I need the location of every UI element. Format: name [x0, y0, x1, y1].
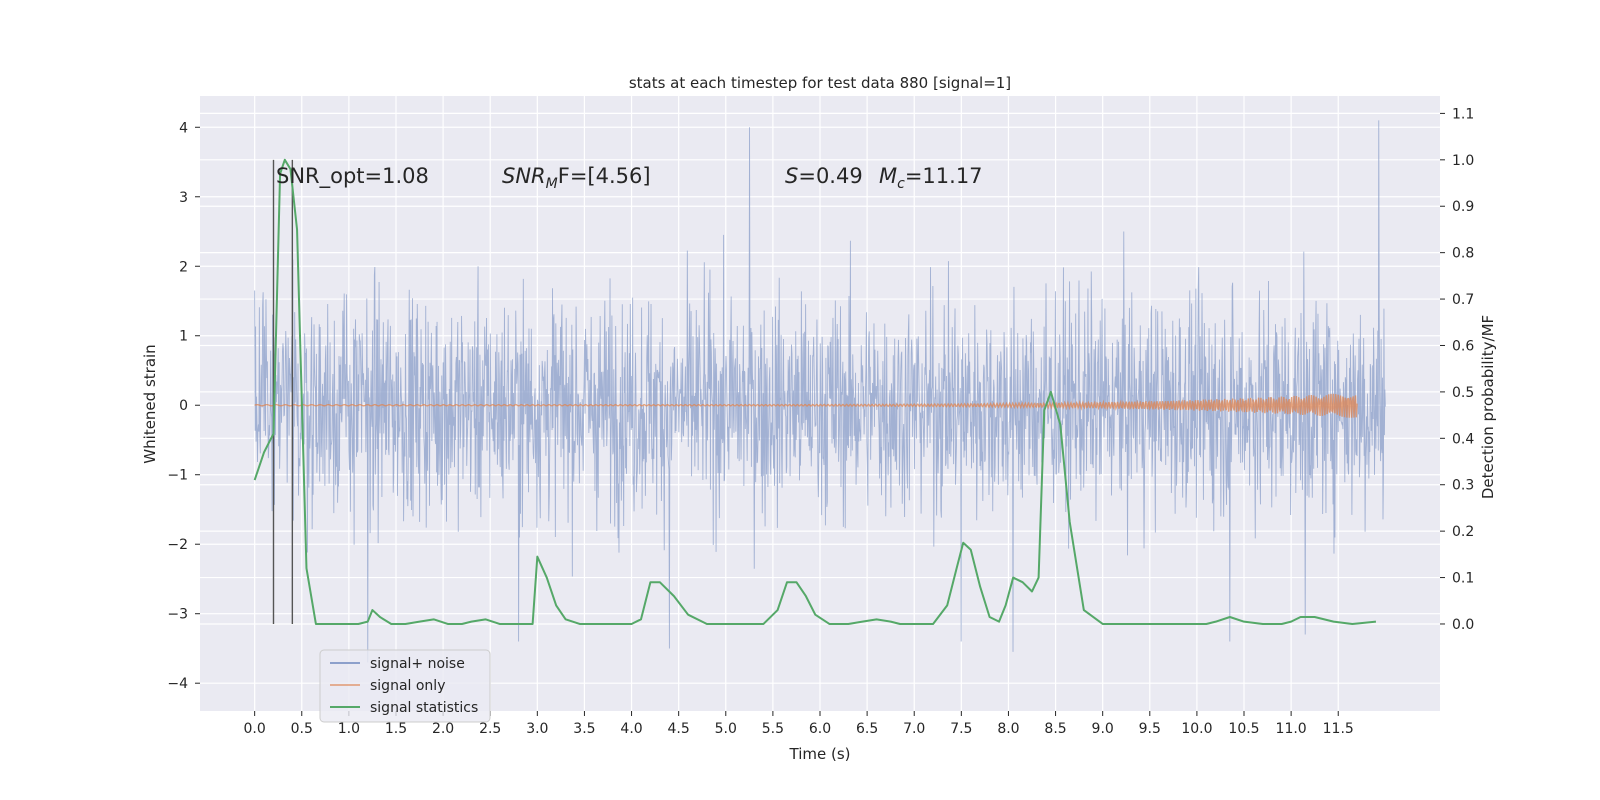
series-signal-only [254, 393, 1358, 418]
x-tick-label: 5.0 [715, 721, 737, 737]
y2-tick-label: 0.4 [1452, 431, 1474, 447]
y2-tick-label: 0.0 [1452, 617, 1474, 633]
x-tick-label: 4.0 [620, 721, 642, 737]
chart-title: stats at each timestep for test data 880… [629, 74, 1011, 92]
x-tick-label: 1.5 [385, 721, 407, 737]
x-tick-label: 10.0 [1181, 721, 1212, 737]
axes: 0.0 0.5 1.0 1.5 2.0 2.5 3.0 3.5 4.0 4.5 5.0 5.5 6.0 6… [167, 106, 1474, 737]
y-tick-label: −1 [167, 468, 188, 484]
x-tick-label: 0.5 [291, 721, 313, 737]
vertical-markers [272, 159, 294, 624]
y2-tick-label: 1.1 [1452, 106, 1474, 122]
x-tick-label: 3.5 [573, 721, 595, 737]
annotation-snr-opt: SNR_opt=1.08 [276, 164, 429, 189]
x-tick-label: 3.0 [526, 721, 548, 737]
legend-label-signal-only: signal only [370, 678, 445, 694]
y2-tick-label: 0.1 [1452, 571, 1474, 587]
y2-tick-label: 0.9 [1452, 199, 1474, 215]
y-tick-label: 1 [179, 329, 188, 345]
y2-axis-label: Detection probability/MF [1479, 315, 1497, 499]
legend-frame [319, 649, 491, 723]
x-tick-label: 7.0 [903, 721, 925, 737]
series-signal-statistics [253, 158, 1377, 625]
x-axis-label: Time (s) [789, 745, 851, 763]
x-tick-label: 5.5 [762, 721, 784, 737]
x-tick-label: 2.5 [479, 721, 501, 737]
signal-only-line [254, 393, 1358, 418]
x-tick-label: 9.0 [1092, 721, 1114, 737]
x-tick-label: 8.0 [997, 721, 1019, 737]
y-tick-label: 3 [179, 190, 188, 206]
x-tick-label: 11.0 [1276, 721, 1307, 737]
y2-tick-label: 0.8 [1452, 246, 1474, 262]
legend-label-signal-noise: signal+ noise [370, 656, 465, 672]
y2-tick-label: 0.7 [1452, 292, 1474, 308]
y2-tick-label: 0.3 [1452, 478, 1474, 494]
y-tick-label: 4 [179, 120, 188, 136]
y-tick-label: −3 [167, 607, 188, 623]
legend-label-signal-statistics: signal statistics [370, 700, 478, 716]
y2-tick-label: 0.2 [1452, 524, 1474, 540]
y2-tick-label: 1.0 [1452, 153, 1474, 169]
x-tick-label: 2.0 [432, 721, 454, 737]
annotation-snr-mf: SNRMF=[4.56] [502, 164, 651, 192]
y-tick-label: −4 [167, 676, 188, 692]
y-tick-label: 2 [179, 259, 188, 275]
annotation-s: S=0.49 [785, 164, 863, 188]
signal-noise-line [254, 120, 1386, 663]
x-tick-label: 4.5 [668, 721, 690, 737]
annotation-mc: Mc=11.17 [879, 164, 983, 192]
signal-statistics-line [253, 158, 1377, 625]
y-tick-label: −2 [167, 537, 188, 553]
x-tick-label: 0.0 [244, 721, 266, 737]
y-tick-label: 0 [179, 398, 188, 414]
x-tick-label: 1.0 [338, 721, 360, 737]
y-axis-label: Whitened strain [141, 344, 159, 463]
x-tick-label: 7.5 [950, 721, 972, 737]
x-tick-label: 8.5 [1044, 721, 1066, 737]
x-tick-label: 6.5 [856, 721, 878, 737]
series-signal-noise [254, 120, 1386, 663]
y2-tick-label: 0.6 [1452, 338, 1474, 354]
y2-tick-label: 0.5 [1452, 385, 1474, 401]
x-tick-label: 6.0 [809, 721, 831, 737]
x-tick-label: 10.5 [1228, 721, 1259, 737]
x-tick-label: 11.5 [1323, 721, 1354, 737]
legend: signal+ noise signal only signal statist… [319, 649, 491, 723]
x-tick-label: 9.5 [1139, 721, 1161, 737]
